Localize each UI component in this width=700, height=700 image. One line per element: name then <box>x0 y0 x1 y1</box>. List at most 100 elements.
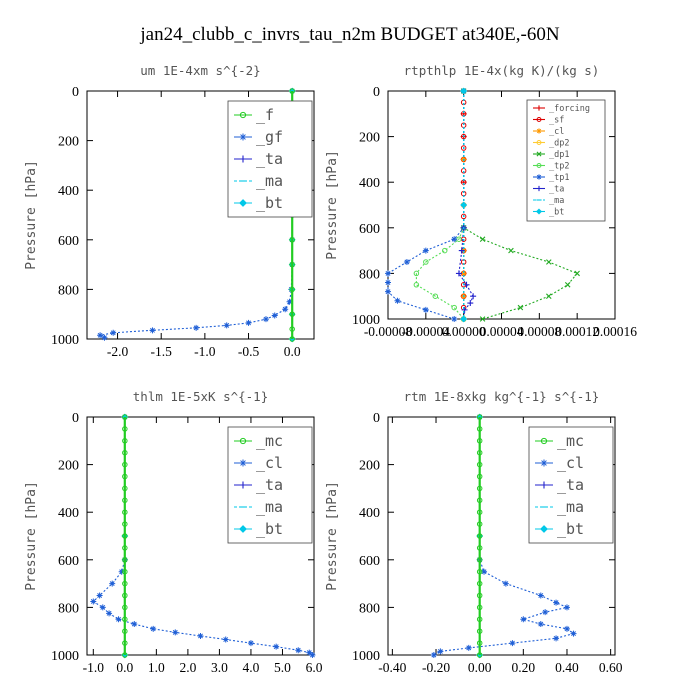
legend-entry-bt-label: _bt <box>256 194 283 212</box>
legend-entry-ta-marker <box>239 155 247 163</box>
y-tick-label: 1000 <box>352 649 380 664</box>
series-gf-point <box>110 329 117 336</box>
series-ta-point <box>467 300 474 307</box>
series-dp1-point <box>546 293 552 299</box>
y-tick-label: 0 <box>373 411 380 426</box>
panel-rtm: rtm 1E-8xkg kg^{-1} s^{-1} Pressure [hPa]… <box>325 389 623 675</box>
x-tick-label: 5.0 <box>274 660 291 675</box>
y-tick-label: 400 <box>58 506 79 521</box>
x-tick-label: -0.00008 <box>364 324 413 339</box>
series-tp2-point <box>413 282 420 288</box>
legend-entry-ta-marker <box>536 185 542 192</box>
series-ta-point <box>458 247 465 254</box>
series-gf-point <box>282 306 289 313</box>
series-cl-point <box>537 592 544 599</box>
legend-entry-dp1-label: _dp1 <box>549 150 569 160</box>
series-mc-point <box>476 652 483 658</box>
series-mc-point <box>476 426 483 432</box>
series-mc-point <box>122 509 128 515</box>
series-mc-point <box>122 461 128 468</box>
series-dp1-point <box>479 316 486 322</box>
legend-entry-bt-label: _bt <box>549 208 564 218</box>
series-cl-point <box>553 599 560 606</box>
series-mc-point <box>122 438 128 444</box>
series-mc-point <box>122 449 128 456</box>
panel-title: um 1E-4xm s^{-2} <box>140 63 260 78</box>
series-cl-point <box>520 616 527 623</box>
series-mc-point <box>122 568 128 575</box>
series-cl-point <box>106 610 113 617</box>
legend-entry-dp1-marker <box>536 151 542 157</box>
x-tick-label: -0.5 <box>238 344 260 359</box>
y-axis-label: Pressure [hPa] <box>24 481 39 591</box>
series-tp2-line <box>415 91 465 320</box>
series-gf-point <box>101 334 108 341</box>
y-tick-label: 0 <box>72 411 79 426</box>
series-cl-point <box>247 640 254 647</box>
series-mc-point <box>476 485 483 492</box>
x-tick-label: -1.0 <box>83 660 105 675</box>
legend-entry-dp2-label: _dp2 <box>549 139 569 149</box>
legend-entry-ma-label: _ma <box>256 498 283 516</box>
legend-entry-ta-label: _ta <box>557 476 584 494</box>
legend-entry-bt-marker <box>535 208 543 215</box>
series-gf-point <box>262 316 269 323</box>
x-tick-label: 0.60 <box>599 660 623 675</box>
legend-entry-ma-label: _ma <box>557 498 584 516</box>
series-cl-point <box>481 568 488 575</box>
x-tick-label: -1.0 <box>194 344 216 359</box>
series-mc-point <box>476 533 483 539</box>
series-cl-point <box>542 609 549 616</box>
series-dp1-point <box>564 282 571 288</box>
x-tick-label: 0.40 <box>555 660 579 675</box>
x-tick-label: -1.5 <box>151 344 173 359</box>
series-tp1-point <box>394 297 401 304</box>
legend-entry-ma-label: _ma <box>549 196 564 206</box>
series-dp1-point <box>508 247 514 254</box>
series-gf-point <box>97 332 104 339</box>
series-sf-point <box>460 133 467 140</box>
series-dp1-point <box>479 236 486 242</box>
series-mc-point <box>476 473 483 480</box>
y-tick-label: 600 <box>58 554 79 569</box>
series-ta-point <box>463 281 470 288</box>
series-tp2-point <box>423 259 429 265</box>
legend: _mc _cl _ta _ma _bt <box>227 426 313 544</box>
legend-entry-bt-marker <box>239 525 247 533</box>
series-mc-point <box>122 604 128 611</box>
legend-entry-ta-marker <box>540 481 548 489</box>
series-cl-point <box>502 580 509 587</box>
series-bt-point <box>460 315 468 323</box>
series-cl-point <box>295 647 302 654</box>
series-mc-point <box>476 616 483 623</box>
x-tick-label: 0.00000 <box>442 324 486 339</box>
series-mc-point <box>122 426 128 432</box>
series-gf-point <box>286 298 293 305</box>
series-ta-point <box>455 270 462 277</box>
legend-entry-mc-marker <box>540 437 548 445</box>
series-f-point <box>289 88 295 94</box>
plot-frame <box>387 416 616 656</box>
legend-entry-cl-marker <box>540 459 548 467</box>
x-tick-label: 0.00008 <box>517 324 561 339</box>
y-tick-label: 1000 <box>51 333 79 348</box>
y-tick-label: 800 <box>359 601 380 616</box>
series-gf-point <box>271 312 278 319</box>
series-mc-point <box>122 640 128 646</box>
series-dp1-point <box>574 270 580 277</box>
y-tick-label: 800 <box>58 601 79 616</box>
plot-frame <box>86 90 315 340</box>
panel-title: rtm 1E-8xkg kg^{-1} s^{-1} <box>404 389 600 404</box>
y-tick-label: 400 <box>58 184 79 199</box>
legend-entry-tp2-label: _tp2 <box>549 162 569 172</box>
series-bt-point <box>460 201 468 209</box>
legend: _mc _cl _ta _ma _bt <box>528 426 614 544</box>
series-sf-point <box>460 213 467 220</box>
legend-entry-gf-label: _gf <box>256 128 283 146</box>
x-tick-label: 4.0 <box>243 660 260 675</box>
series-tp1-point <box>422 306 429 313</box>
y-tick-label: 600 <box>359 554 380 569</box>
legend-entry-cl-label: _cl <box>256 454 283 472</box>
series-tp1-point <box>451 316 458 322</box>
series-mc-point <box>476 568 483 575</box>
